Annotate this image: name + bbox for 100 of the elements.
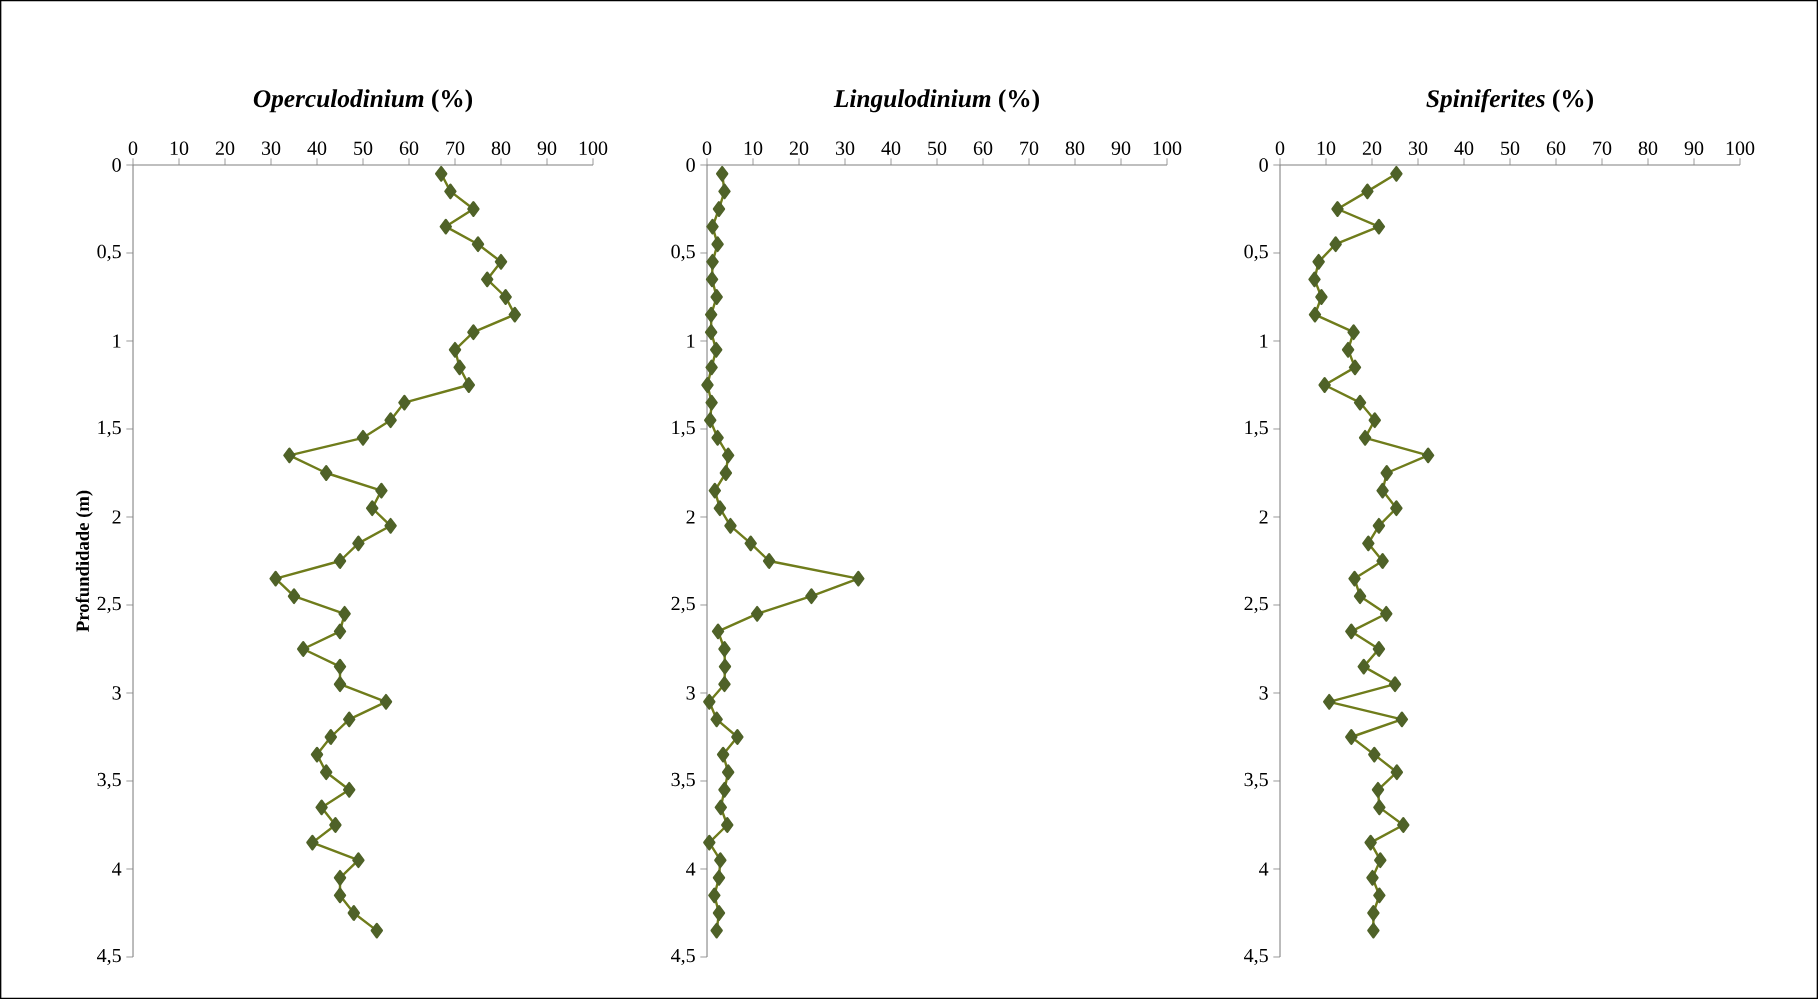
x-tick-label: 60	[399, 141, 419, 155]
point	[724, 517, 737, 534]
y-tick-label: 2,5	[671, 596, 695, 614]
y-tick-label: 2	[112, 510, 121, 524]
point	[398, 394, 411, 411]
x-tick-label: 70	[446, 141, 465, 155]
point	[352, 852, 365, 869]
y-tick-label: 3,5	[1244, 772, 1268, 790]
point	[370, 922, 384, 939]
point	[1376, 482, 1389, 499]
point	[716, 746, 730, 763]
point	[444, 183, 457, 200]
y-tick-label: 4	[1259, 862, 1269, 876]
point	[494, 253, 508, 270]
point	[1374, 852, 1387, 869]
point	[338, 605, 351, 622]
point	[453, 359, 466, 376]
point	[1368, 746, 1381, 763]
y-tick-label: 2	[1259, 510, 1268, 524]
x-tick-label: 70	[1020, 141, 1039, 155]
point	[710, 341, 723, 358]
point	[718, 658, 732, 675]
point	[320, 465, 333, 481]
point	[1323, 693, 1336, 710]
point	[1361, 183, 1374, 200]
point	[435, 165, 448, 182]
point	[706, 253, 719, 270]
x-tick-label: 50	[1501, 141, 1520, 155]
point	[1397, 817, 1410, 833]
point	[324, 729, 338, 745]
point	[297, 641, 310, 657]
x-tick-label: 50	[354, 141, 373, 155]
point	[1341, 341, 1355, 358]
point	[333, 676, 347, 693]
point	[333, 553, 347, 569]
y-tick-label: 3	[1259, 686, 1268, 700]
point	[710, 289, 723, 305]
point	[762, 553, 776, 569]
point	[366, 500, 379, 517]
point	[1421, 447, 1435, 464]
x-tick-label: 50	[928, 141, 947, 155]
y-tick-label: 3,5	[97, 772, 121, 790]
point	[744, 535, 757, 552]
point	[1315, 289, 1328, 305]
y-axis-title: Profundidade (m)	[75, 490, 93, 632]
point	[439, 218, 453, 235]
point	[704, 412, 717, 429]
point	[306, 834, 319, 851]
x-tick-label: 60	[1546, 141, 1566, 155]
point	[1390, 165, 1403, 182]
point	[1372, 218, 1386, 235]
point	[1353, 394, 1367, 411]
x-tick-label: 10	[170, 141, 189, 155]
point	[347, 905, 361, 921]
point	[1388, 676, 1402, 693]
x-tick-label: 70	[1593, 141, 1612, 155]
point	[333, 623, 347, 640]
point	[343, 781, 356, 798]
point	[1345, 729, 1358, 745]
point	[712, 869, 726, 886]
y-tick-label: 4,5	[97, 948, 121, 966]
x-tick-label: 100	[579, 141, 608, 155]
x-tick-label: 80	[1638, 141, 1658, 155]
point	[718, 641, 731, 657]
x-tick-label: 60	[973, 141, 993, 155]
point	[713, 500, 727, 517]
x-tick-label: 80	[491, 141, 511, 155]
point	[805, 588, 818, 605]
x-tick-label: 90	[1684, 141, 1704, 155]
point	[375, 482, 388, 499]
y-tick-label: 3,5	[671, 772, 695, 790]
x-tick-label: 40	[881, 141, 901, 155]
point	[705, 394, 718, 411]
point	[711, 236, 724, 253]
point	[481, 271, 494, 288]
x-tick-label: 30	[1408, 141, 1428, 155]
y-tick-label: 0,5	[671, 244, 695, 262]
point	[719, 465, 733, 481]
point	[1362, 535, 1375, 552]
point	[750, 605, 764, 622]
x-tick-label: 100	[1153, 141, 1182, 155]
point	[1372, 517, 1386, 534]
point	[1390, 764, 1404, 781]
point	[1308, 271, 1321, 288]
point	[315, 799, 328, 816]
x-tick-label: 100	[1726, 141, 1755, 155]
x-tick-label: 30	[261, 141, 281, 155]
point	[1373, 887, 1386, 904]
point	[320, 764, 333, 781]
x-tick-label: 90	[537, 141, 557, 155]
point	[1308, 306, 1322, 323]
chart-title: Spiniferites (%)	[1426, 89, 1593, 113]
point	[508, 306, 522, 323]
point	[1348, 570, 1361, 587]
y-tick-label: 3	[686, 686, 695, 700]
point	[1395, 711, 1409, 728]
point	[287, 588, 301, 605]
y-tick-label: 2,5	[1244, 596, 1268, 614]
point	[499, 289, 512, 305]
y-tick-label: 0,5	[1244, 244, 1268, 262]
